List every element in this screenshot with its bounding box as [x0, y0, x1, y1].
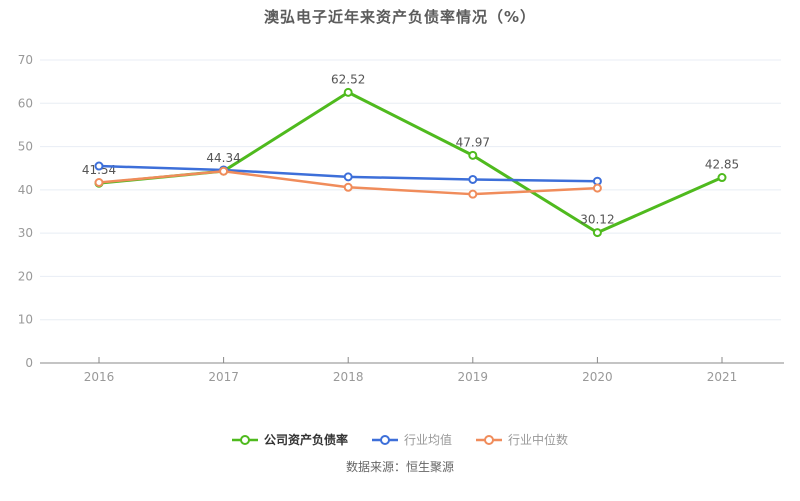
- legend-marker-company: [231, 434, 258, 445]
- x-axis-tick-label: 2017: [208, 370, 239, 384]
- chart-canvas: 0 10 20 30 40 50 60 70 2016 2017 2018 2019 2020 2021 4…: [18, 53, 784, 384]
- y-axis-tick-label: 10: [18, 313, 33, 327]
- y-axis-tick-label: 60: [18, 96, 33, 110]
- data-point[interactable]: [468, 174, 478, 184]
- data-point-label: 47.97: [456, 135, 490, 149]
- legend-label-industry-average: 行业均值: [403, 433, 452, 447]
- legend-label-company: 公司资产负债率: [263, 433, 348, 447]
- data-point-label: 62.52: [331, 72, 365, 86]
- series-industry-median: [94, 166, 602, 199]
- legend-marker-industry-average: [371, 434, 398, 445]
- data-point-label: 30.12: [580, 213, 614, 227]
- chart-title: 澳弘电子近年来资产负债率情况（%）: [263, 8, 537, 26]
- data-point-label: 42.85: [705, 158, 739, 172]
- data-point[interactable]: [343, 182, 353, 192]
- data-point[interactable]: [94, 177, 104, 187]
- legend-item-industry-median[interactable]: 行业中位数: [476, 431, 568, 448]
- y-axis-tick-label: 20: [18, 269, 33, 283]
- y-axis-tick-label: 30: [18, 226, 33, 240]
- x-axis-tick-label: 2018: [333, 370, 364, 384]
- x-axis-tick-label: 2021: [707, 370, 738, 384]
- data-point[interactable]: [592, 183, 602, 193]
- data-point[interactable]: [592, 228, 602, 238]
- data-point[interactable]: [468, 150, 478, 160]
- x-axis-tick-label: 2016: [84, 370, 115, 384]
- data-point-label: 44.34: [206, 151, 240, 165]
- data-source: 数据来源：恒生聚源: [345, 460, 454, 474]
- y-axis-tick-label: 50: [18, 140, 33, 154]
- data-point[interactable]: [343, 172, 353, 182]
- data-point[interactable]: [219, 166, 229, 176]
- data-point[interactable]: [343, 87, 353, 97]
- x-axis-tick-label: 2020: [582, 370, 613, 384]
- y-axis-tick-label: 40: [18, 183, 33, 197]
- data-point[interactable]: [717, 173, 727, 183]
- legend-item-company-debt-ratio[interactable]: 公司资产负债率: [231, 431, 348, 448]
- legend-marker-industry-median: [476, 434, 502, 445]
- y-axis-tick-label: 70: [18, 53, 33, 67]
- y-axis-tick-label: 0: [25, 356, 33, 370]
- series-line: [98, 90, 723, 235]
- legend-item-industry-average[interactable]: 行业均值: [371, 431, 452, 448]
- data-point[interactable]: [94, 161, 104, 171]
- series-industry-average: [94, 161, 602, 186]
- data-point[interactable]: [468, 189, 478, 199]
- chart-legend: 公司资产负债率 行业均值 行业中位数: [0, 431, 800, 448]
- legend-label-industry-median: 行业中位数: [508, 433, 569, 447]
- x-axis-tick-label: 2019: [458, 370, 489, 384]
